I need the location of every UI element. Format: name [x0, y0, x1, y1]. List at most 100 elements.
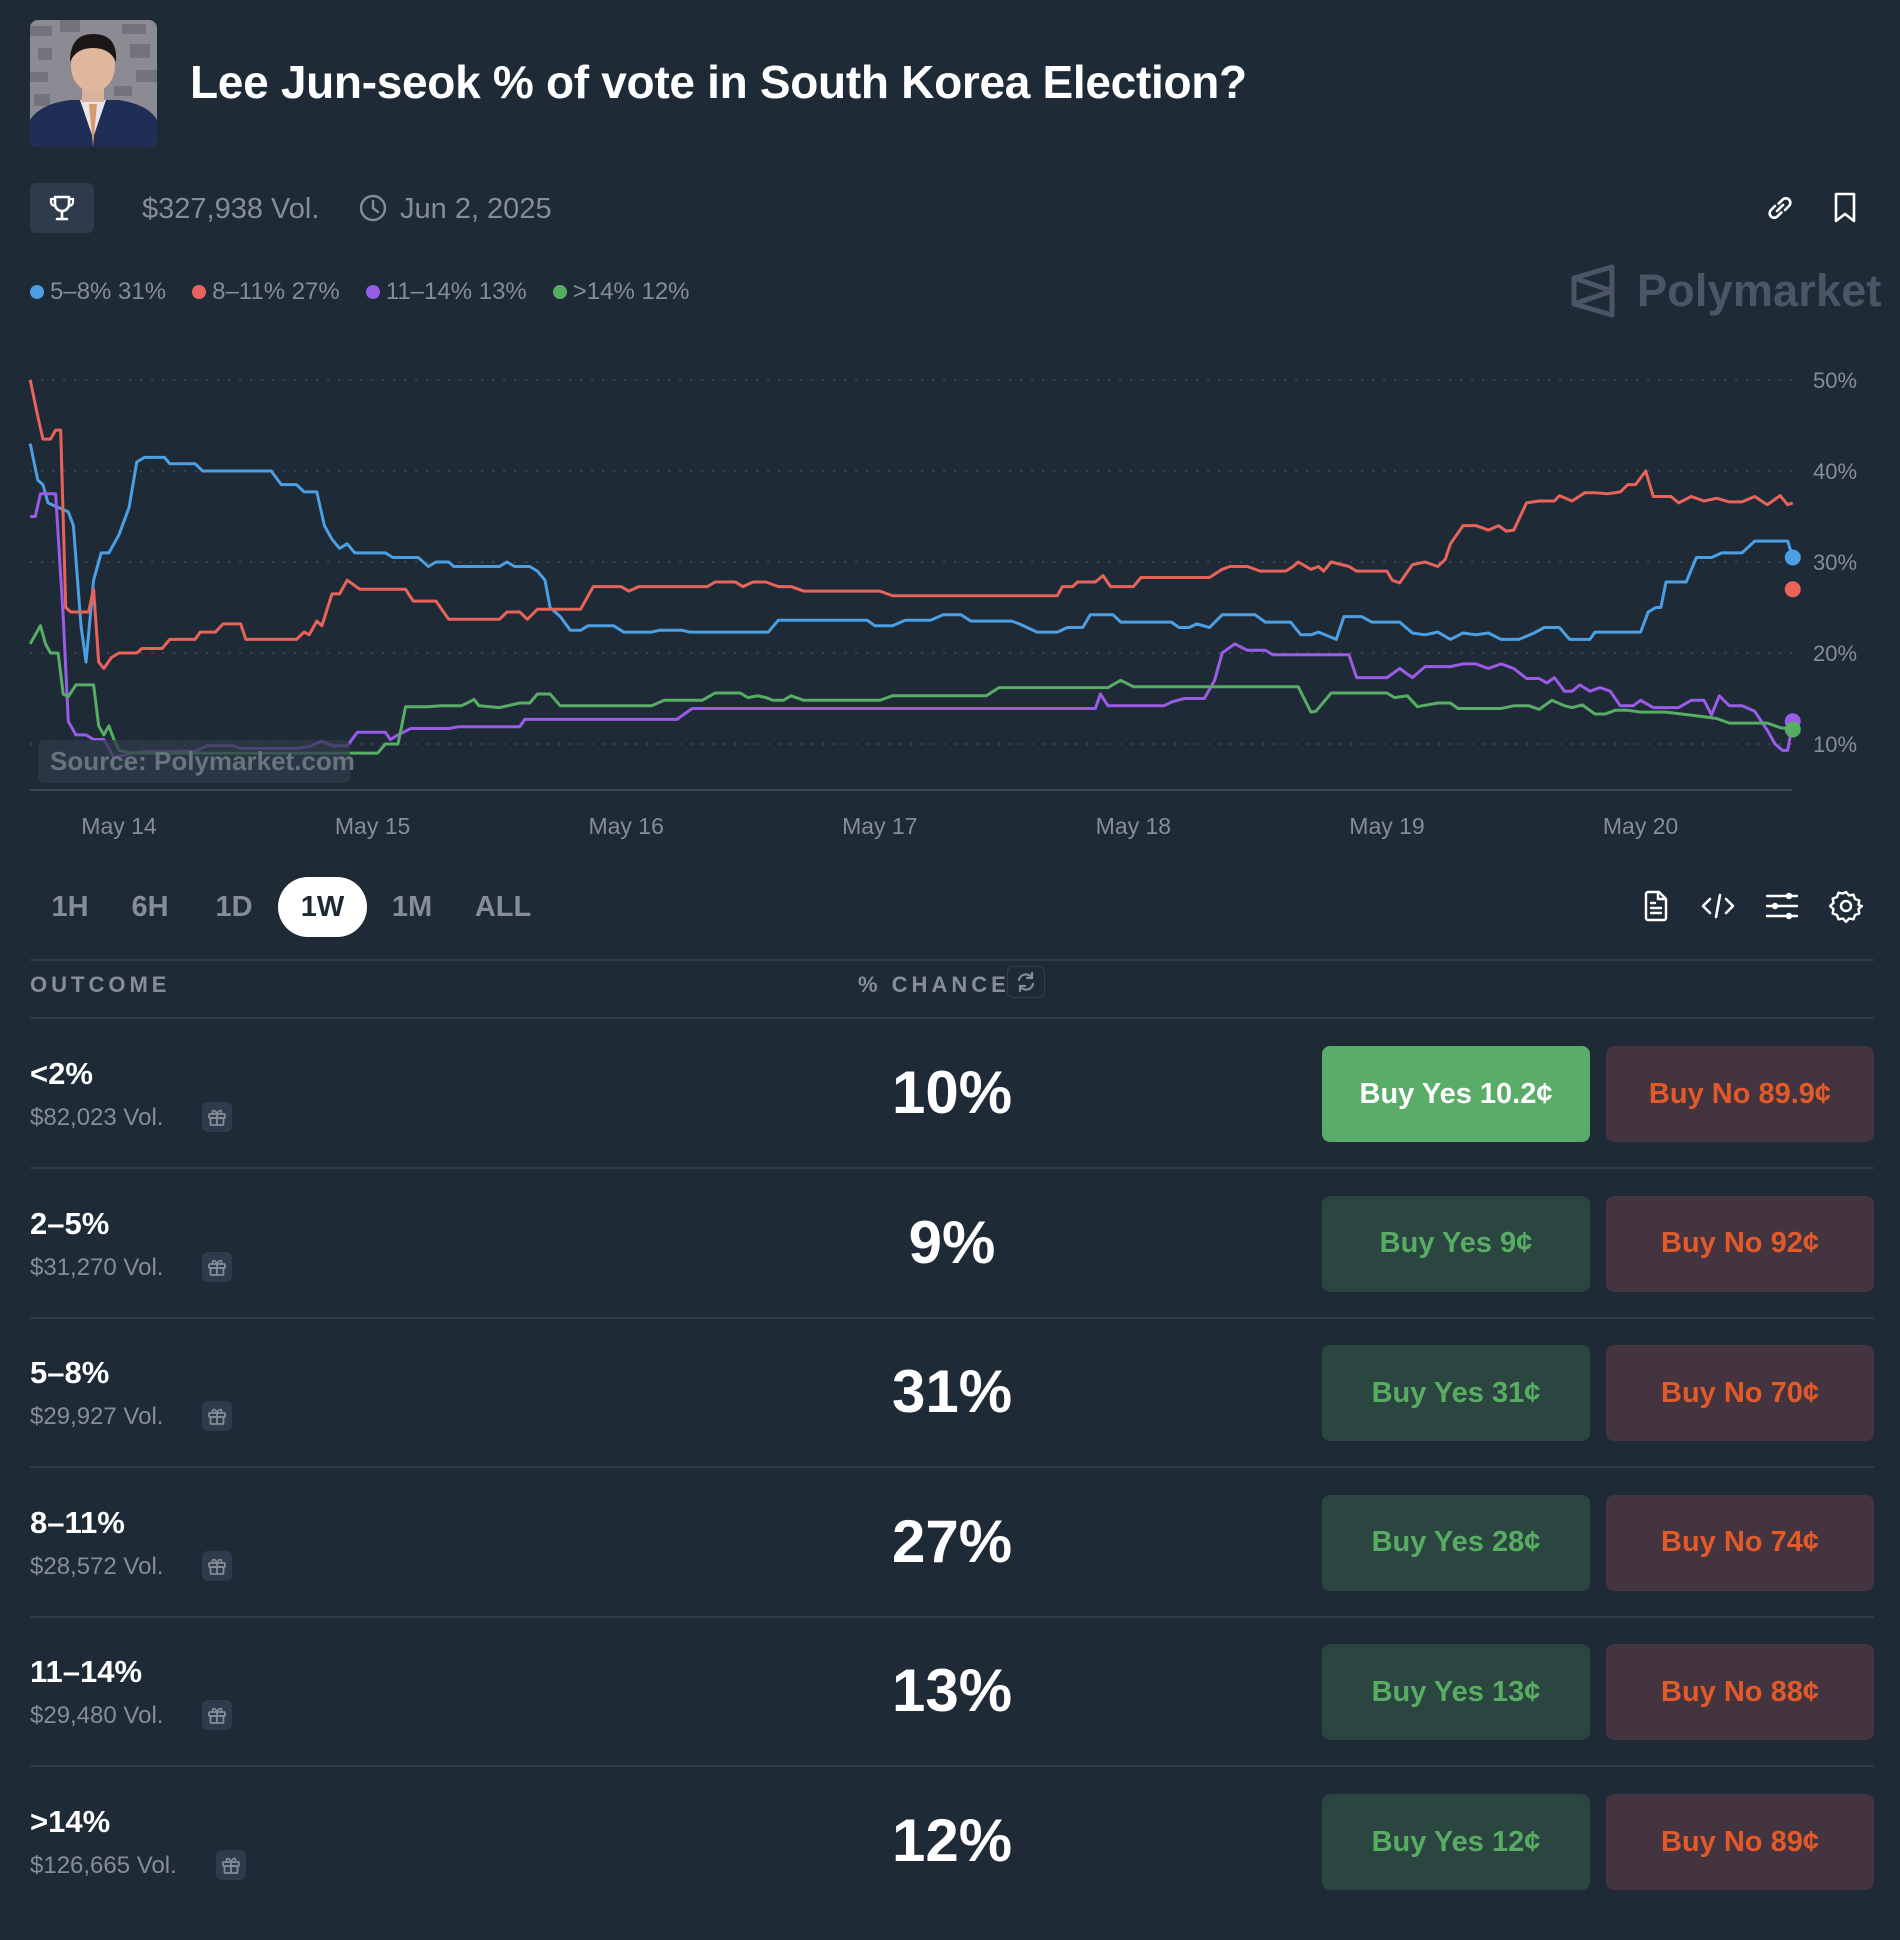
row-divider: [30, 1316, 1874, 1319]
sliders-icon: [1765, 892, 1799, 920]
gift-icon: [208, 1558, 226, 1575]
timeframe-1m[interactable]: 1M: [391, 890, 433, 923]
outcome-chance: 9%: [908, 1208, 996, 1276]
series-line-0: [28, 443, 1795, 664]
gift-icon: [208, 1708, 226, 1725]
embed-button[interactable]: [1700, 888, 1736, 924]
polymarket-watermark: Polymarket: [1571, 264, 1882, 318]
legend-dot: [365, 285, 380, 299]
header-divider: [30, 1017, 1874, 1019]
legend-dot: [552, 285, 567, 299]
legend-label: 11–14% 13%: [385, 278, 527, 305]
series-endpoint-dot-1: [1784, 581, 1801, 598]
series-line-2: [30, 492, 1795, 760]
timeframe-6h[interactable]: 6H: [131, 890, 169, 923]
x-tick-label: May 20: [1603, 813, 1678, 839]
outcome-row[interactable]: >14% $126,665 Vol. 12% Buy Yes 12¢ Buy N…: [0, 1766, 1900, 1916]
rewards-button[interactable]: [202, 1401, 232, 1432]
buy-no-button[interactable]: Buy No 92¢: [1606, 1195, 1874, 1292]
bookmark-button[interactable]: [1827, 190, 1863, 226]
timeframe-1h[interactable]: 1H: [51, 890, 89, 923]
outcome-chance: 12%: [891, 1807, 1013, 1874]
buy-yes-button[interactable]: Buy Yes 31¢: [1322, 1345, 1590, 1442]
grid-layer: [30, 379, 1792, 745]
buy-no-button[interactable]: Buy No 89.9¢: [1606, 1046, 1874, 1142]
polymarket-logo-icon: [1571, 264, 1615, 318]
buy-yes-button[interactable]: Buy Yes 10.2¢: [1322, 1046, 1590, 1142]
refresh-chance-button[interactable]: [1007, 966, 1045, 998]
series-layer: [28, 379, 1795, 760]
chart-settings-button[interactable]: [1828, 888, 1864, 924]
outcome-row[interactable]: <2% $82,023 Vol. 10% Buy Yes 10.2¢ Buy N…: [0, 1018, 1900, 1168]
outcome-row[interactable]: 8–11% $28,572 Vol. 27% Buy Yes 28¢ Buy N…: [0, 1467, 1900, 1617]
buy-yes-button[interactable]: Buy Yes 13¢: [1322, 1644, 1590, 1741]
link-icon: [1768, 196, 1792, 220]
outcome-row[interactable]: 11–14% $29,480 Vol. 13% Buy Yes 13¢ Buy …: [0, 1616, 1900, 1766]
buy-yes-button[interactable]: Buy Yes 28¢: [1322, 1494, 1590, 1591]
outcome-chance: 31%: [891, 1358, 1013, 1426]
outcome-volume: $31,270 Vol.: [30, 1253, 164, 1281]
timeframe-1d[interactable]: 1D: [215, 890, 253, 923]
series-endpoint-dot-0: [1784, 549, 1801, 566]
embed-code-icon: [1701, 893, 1735, 919]
x-tick-label: May 15: [335, 813, 410, 839]
legend-dot: [30, 285, 44, 299]
outcome-volume: $82,023 Vol.: [30, 1104, 164, 1131]
outcome-label: 5–8%: [30, 1355, 110, 1391]
row-divider: [30, 1615, 1874, 1618]
outcome-row[interactable]: 2–5% $31,270 Vol. 9% Buy Yes 9¢ Buy No 9…: [0, 1168, 1900, 1318]
rewards-button[interactable]: [202, 1550, 232, 1581]
series-endpoint-dot-3: [1784, 721, 1801, 738]
endpoint-dot-layer: [1784, 549, 1801, 738]
rewards-button[interactable]: [202, 1700, 232, 1731]
x-tick-label: May 18: [1096, 813, 1171, 839]
outcome-row[interactable]: 5–8% $29,927 Vol. 31% Buy Yes 31¢ Buy No…: [0, 1317, 1900, 1467]
row-divider: [30, 1466, 1874, 1469]
rewards-button[interactable]: [202, 1102, 232, 1132]
document-icon: [1644, 890, 1668, 922]
buy-no-button[interactable]: Buy No 89¢: [1606, 1794, 1874, 1890]
total-volume: $327,938 Vol.: [142, 193, 320, 225]
chart-filters-button[interactable]: [1764, 888, 1800, 924]
y-tick-label: 20%: [1813, 641, 1857, 666]
y-tick-label: 10%: [1813, 732, 1857, 757]
legend-item: 11–14% 13%: [365, 278, 527, 306]
legend-item: >14% 12%: [552, 278, 690, 306]
copy-link-button[interactable]: [1762, 190, 1798, 226]
outcome-label: 11–14%: [30, 1654, 143, 1690]
rewards-button[interactable]: [202, 1251, 232, 1282]
source-label: Source: Polymarket.com: [38, 740, 355, 783]
end-date: Jun 2, 2025: [400, 193, 552, 225]
x-tick-label: May 14: [81, 813, 157, 839]
series-line-1: [28, 379, 1794, 670]
outcome-chance: 13%: [891, 1657, 1013, 1725]
rules-document-button[interactable]: [1638, 888, 1674, 924]
buy-yes-button[interactable]: Buy Yes 12¢: [1322, 1794, 1590, 1890]
x-tick-label: May 17: [842, 813, 917, 839]
legend-item: 8–11% 27%: [192, 278, 340, 306]
buy-no-button[interactable]: Buy No 74¢: [1606, 1494, 1874, 1591]
rewards-button[interactable]: [216, 1850, 246, 1880]
clock-icon: [358, 193, 388, 223]
buy-yes-button[interactable]: Buy Yes 9¢: [1322, 1195, 1590, 1292]
axis-layer: 10% 20% 30% 40% 50% May 14 May 15 May 16 May 17 M…: [30, 368, 1857, 839]
row-divider: [30, 1765, 1874, 1768]
outcome-chance: 10%: [891, 1059, 1013, 1126]
outcome-volume: $126,665 Vol.: [30, 1852, 177, 1879]
series-line-3: [28, 624, 1794, 755]
gift-icon: [208, 1408, 226, 1426]
watermark-text: Polymarket: [1637, 265, 1882, 316]
timeframe-all[interactable]: ALL: [474, 890, 532, 923]
outcome-column-header: OUTCOME: [30, 972, 171, 997]
outcome-label: 2–5%: [30, 1205, 110, 1241]
x-tick-label: May 19: [1349, 813, 1424, 839]
trophy-badge[interactable]: [30, 183, 94, 233]
gift-icon: [208, 1109, 226, 1126]
market-title: Lee Jun-seok % of vote in South Korea El…: [190, 56, 1247, 108]
buy-no-button[interactable]: Buy No 70¢: [1606, 1345, 1874, 1442]
bookmark-icon: [1834, 192, 1856, 223]
timeframe-1w[interactable]: 1W: [278, 877, 367, 937]
legend-dot: [192, 285, 207, 299]
buy-no-button[interactable]: Buy No 88¢: [1606, 1644, 1874, 1741]
gear-icon: [1829, 890, 1863, 923]
